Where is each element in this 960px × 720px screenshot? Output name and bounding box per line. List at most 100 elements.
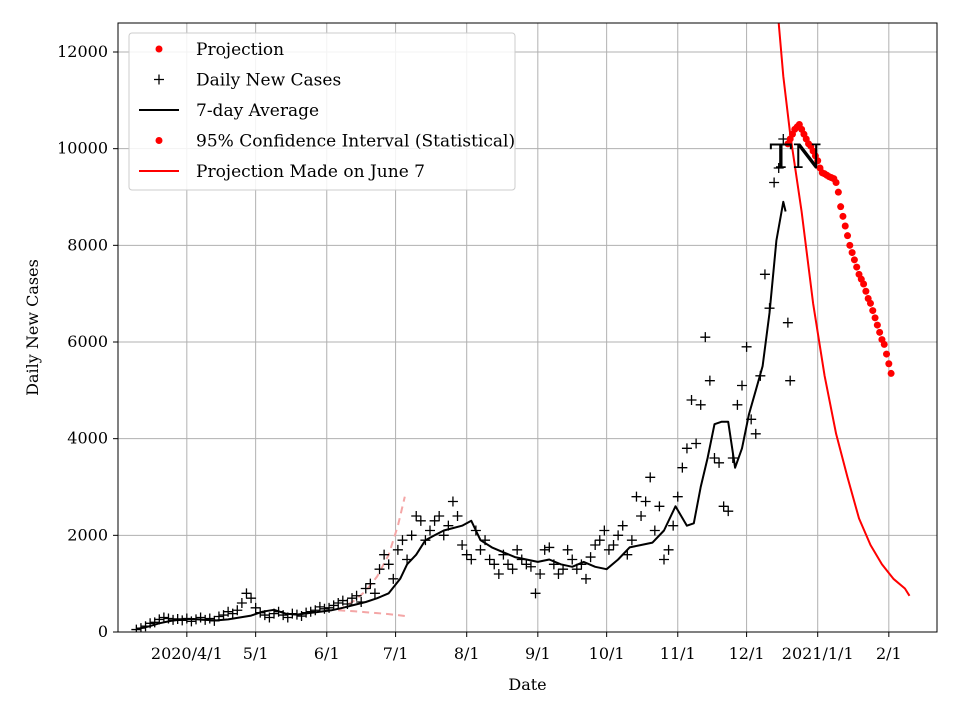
daily-cases-point [365,578,376,589]
projection-point [885,360,893,368]
daily-cases-point [759,269,770,280]
projection-point [837,203,845,211]
x-tick-label: 8/1 [454,644,480,663]
daily-cases-point [397,535,408,546]
daily-cases-point [425,525,435,536]
daily-cases-point [406,530,417,541]
legend-dot-icon [155,45,163,53]
projection-point [876,328,884,336]
daily-cases-point [558,564,569,575]
daily-cases-point [489,559,500,570]
daily-cases-point [681,443,692,454]
daily-cases-point [411,511,422,521]
daily-cases-point [507,564,518,575]
daily-cases-point [562,544,573,555]
daily-cases-point [599,525,610,536]
daily-cases-point [659,554,669,565]
daily-cases-point [654,501,665,512]
daily-cases-point [539,544,550,555]
y-tick-label: 6000 [67,332,108,351]
daily-cases-point [232,605,243,616]
daily-cases-point [447,496,458,507]
daily-cases-point [392,544,403,555]
daily-cases-point [613,530,624,541]
daily-cases-point [785,375,796,386]
daily-cases-point [709,453,720,463]
daily-cases-point [714,457,725,468]
daily-cases-point [741,341,752,352]
daily-cases-point [594,535,605,546]
daily-cases-point [333,598,344,608]
daily-cases-point [608,540,619,550]
daily-cases-point [388,573,399,584]
legend-box [128,32,516,191]
daily-cases-point [631,491,642,502]
daily-cases-point [503,559,513,570]
projection-point [846,241,854,249]
daily-cases-point [585,552,596,563]
daily-cases-point [686,395,697,405]
daily-cases-point [567,554,578,565]
daily-cases-point [626,535,637,546]
daily-cases-point [649,525,660,536]
projection-point [844,232,852,240]
plot-area [131,23,911,632]
projection-point [883,350,891,358]
daily-cases-point [668,520,679,531]
x-tick-label: 5/1 [243,644,269,663]
daily-cases-point [475,544,486,555]
daily-cases-point [718,501,729,512]
daily-cases-point [782,317,793,328]
daily-cases-point [131,624,142,632]
daily-cases-point [672,491,683,502]
daily-cases-point [328,600,339,611]
daily-cases-point [278,610,289,621]
daily-cases-point [204,613,215,624]
projection-point [848,249,856,257]
daily-cases-point [695,399,706,410]
daily-cases-point [544,542,555,553]
daily-cases-point [769,177,780,188]
legend-label: 7-day Average [196,101,319,121]
x-tick-label: 2020/4/1 [151,644,223,663]
daily-cases-point [374,564,385,575]
x-tick-label: 11/1 [660,644,696,663]
projection-june7-line [777,23,911,597]
daily-cases-point [438,530,449,541]
daily-cases-point [484,554,495,565]
series-group [131,23,911,632]
legend-label: Daily New Cases [196,71,341,91]
x-tick-label: 12/1 [729,644,765,663]
daily-cases-point [434,511,445,521]
daily-cases-point [158,612,169,623]
ci-lower-line [338,609,405,617]
daily-cases-point [379,549,390,560]
legend-label: 95% Confidence Interval (Statistical) [196,132,515,152]
daily-cases-point [778,134,789,144]
daily-cases-point [314,601,325,612]
projection-point [814,157,822,165]
x-tick-label: 2/1 [876,644,902,663]
projection-point [841,222,849,230]
daily-cases-point [645,472,656,483]
daily-cases-point [603,544,614,555]
ticks: 2020/4/1 5/1 6/1 7/1 8/1 9/1 10/1 11/1 12/1 2021/… [57,42,902,663]
daily-cases-point [250,602,261,613]
daily-cases-point [383,559,394,570]
projection-point [880,340,888,348]
daily-cases-point [457,540,468,550]
y-tick-label: 12000 [57,42,108,61]
daily-cases-point [452,511,463,521]
daily-cases-point [246,593,257,604]
daily-cases-point [525,561,536,572]
daily-cases-point [691,438,702,449]
daily-cases-point [636,511,647,521]
daily-cases-point [360,583,371,594]
legend-label: Projection Made on June 7 [196,162,425,182]
x-tick-label: 9/1 [525,644,551,663]
y-tick-label: 0 [98,622,108,641]
legend: Projection Daily New Cases 7-day Average 95… [128,32,516,191]
daily-cases-point [347,593,357,604]
x-tick-label: 2021/1/1 [782,644,854,663]
